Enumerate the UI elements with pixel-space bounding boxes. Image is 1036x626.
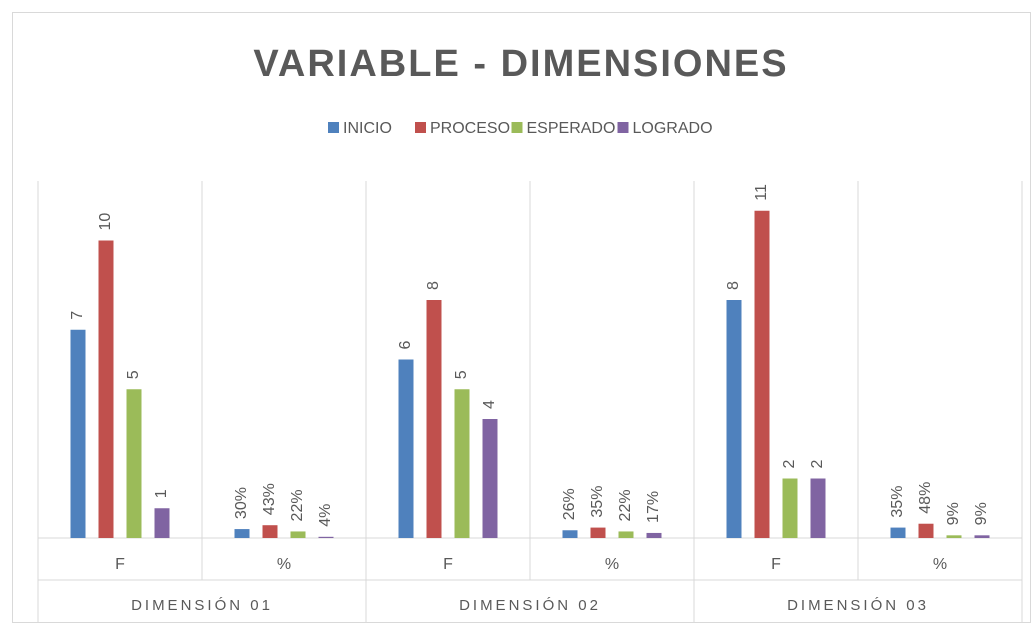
bar (262, 525, 278, 538)
data-label: 35% (589, 486, 606, 518)
x-tick-label: F (771, 556, 781, 573)
legend-swatch (617, 122, 629, 133)
data-label: 4% (317, 504, 334, 527)
bar (290, 531, 306, 538)
bar (918, 523, 934, 538)
x-tick-label: % (277, 556, 291, 573)
data-label: 6 (397, 341, 414, 350)
legend-label: INICIO (343, 120, 392, 137)
chart-title: VARIABLE - DIMENSIONES (253, 43, 788, 85)
data-label: 22% (289, 489, 306, 521)
legend-swatch (415, 122, 426, 133)
bar (618, 531, 634, 538)
bar (646, 532, 662, 538)
bar (754, 210, 770, 538)
bar (234, 529, 250, 538)
legend-label: PROCESO (430, 120, 510, 137)
legend-swatch (328, 122, 339, 133)
data-label: 43% (261, 483, 278, 515)
bar (562, 530, 578, 538)
data-label: 7 (69, 311, 86, 320)
bar (70, 329, 86, 538)
data-label: 4 (481, 400, 498, 409)
bar (426, 300, 442, 538)
data-label: 35% (889, 486, 906, 518)
data-label: 48% (917, 482, 934, 514)
group-label: DIMENSIÓN 02 (459, 597, 601, 614)
bar (974, 535, 990, 538)
data-label: 26% (561, 488, 578, 520)
x-tick-label: % (605, 556, 619, 573)
data-label: 2 (781, 460, 798, 469)
group-label: DIMENSIÓN 01 (131, 597, 273, 614)
chart-frame (12, 12, 1031, 623)
x-tick-label: % (933, 556, 947, 573)
bar (946, 535, 962, 538)
data-label: 22% (617, 489, 634, 521)
bar (98, 240, 114, 538)
legend-label: LOGRADO (633, 120, 713, 137)
x-tick-label: F (443, 556, 453, 573)
data-label: 9% (973, 502, 990, 525)
data-label: 10 (97, 213, 114, 231)
data-label: 11 (753, 184, 770, 201)
data-label: 1 (153, 489, 170, 498)
bar (454, 389, 470, 538)
group-label: DIMENSIÓN 03 (787, 597, 929, 614)
bar (154, 508, 170, 538)
legend-swatch (511, 122, 523, 133)
data-label: 9% (945, 502, 962, 525)
bar (590, 527, 606, 538)
bar (318, 536, 334, 538)
data-label: 8 (425, 281, 442, 290)
legend-label: ESPERADO (527, 120, 616, 137)
bar (726, 300, 742, 538)
data-label: 5 (125, 370, 142, 379)
x-tick-label: F (115, 556, 125, 573)
data-label: 2 (809, 460, 826, 469)
bar (810, 478, 826, 538)
data-label: 17% (645, 491, 662, 523)
data-label: 5 (453, 370, 470, 379)
bar (126, 389, 142, 538)
bar (782, 478, 798, 538)
bar (890, 527, 906, 538)
data-label: 8 (725, 281, 742, 290)
bar (482, 419, 498, 538)
data-label: 30% (233, 487, 250, 519)
bar (398, 359, 414, 538)
